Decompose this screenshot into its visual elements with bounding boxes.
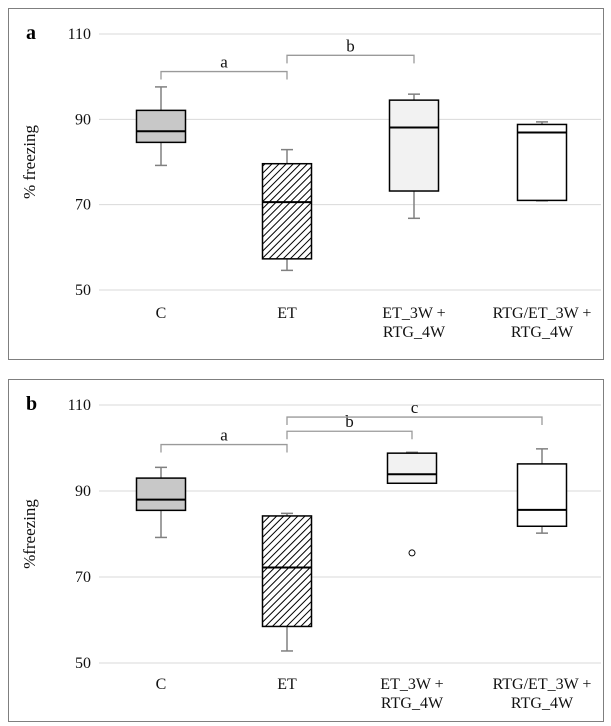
significance-bracket [286, 430, 413, 440]
category-label: ET_3W + [380, 676, 443, 693]
category-label: RTG_4W [511, 324, 574, 341]
y-tick-label: 50 [75, 282, 91, 299]
y-tick-label: 90 [75, 111, 91, 128]
box-plot-b: b 50 70 90 110 %freezing a b c C ET ET_3W + RTG_4W RT… [20, 393, 601, 712]
significance-bracket [286, 416, 543, 426]
category-label: ET_3W + [382, 305, 445, 322]
y-tick-label: 70 [75, 569, 91, 586]
panel-letter: a [26, 22, 36, 44]
panel-letter: b [26, 393, 37, 415]
box [135, 477, 187, 512]
box [135, 109, 187, 144]
y-axis-label: % freezing [20, 124, 39, 199]
chart-panel-a: a 50 70 90 110 % freezing a b C ET ET_3W + RTG_4W RT… [8, 8, 604, 360]
box [516, 463, 568, 528]
y-tick-label: 110 [68, 26, 91, 43]
y-tick-label: 90 [75, 483, 91, 500]
category-label: ET [277, 305, 297, 322]
box [516, 123, 568, 202]
significance-bracket [160, 443, 288, 453]
category-label: RTG_4W [383, 324, 446, 341]
box [388, 99, 440, 192]
box [261, 162, 313, 260]
significance-bracket [160, 70, 288, 80]
category-label: RTG/ET_3W + [493, 305, 592, 322]
box [386, 452, 438, 485]
significance-label: a [220, 426, 228, 445]
outlier-point [408, 549, 416, 557]
significance-label: c [411, 398, 419, 417]
chart-panel-b: b 50 70 90 110 %freezing a b c C ET ET_3W + RTG_4W RT… [8, 379, 604, 722]
y-tick-label: 70 [75, 197, 91, 214]
significance-label: b [345, 412, 354, 431]
category-label: C [156, 676, 167, 693]
category-label: RTG_4W [381, 695, 444, 712]
significance-label: b [346, 36, 355, 55]
y-tick-label: 50 [75, 655, 91, 672]
box [261, 515, 313, 628]
category-label: C [156, 305, 167, 322]
significance-label: a [220, 53, 228, 72]
category-label: RTG/ET_3W + [493, 676, 592, 693]
y-axis-label: %freezing [20, 499, 39, 569]
box-plot-a: a 50 70 90 110 % freezing a b C ET ET_3W + RTG_4W RT… [20, 22, 601, 341]
y-tick-label: 110 [68, 397, 91, 414]
category-label: RTG_4W [511, 695, 574, 712]
significance-bracket [286, 54, 415, 64]
category-label: ET [277, 676, 297, 693]
